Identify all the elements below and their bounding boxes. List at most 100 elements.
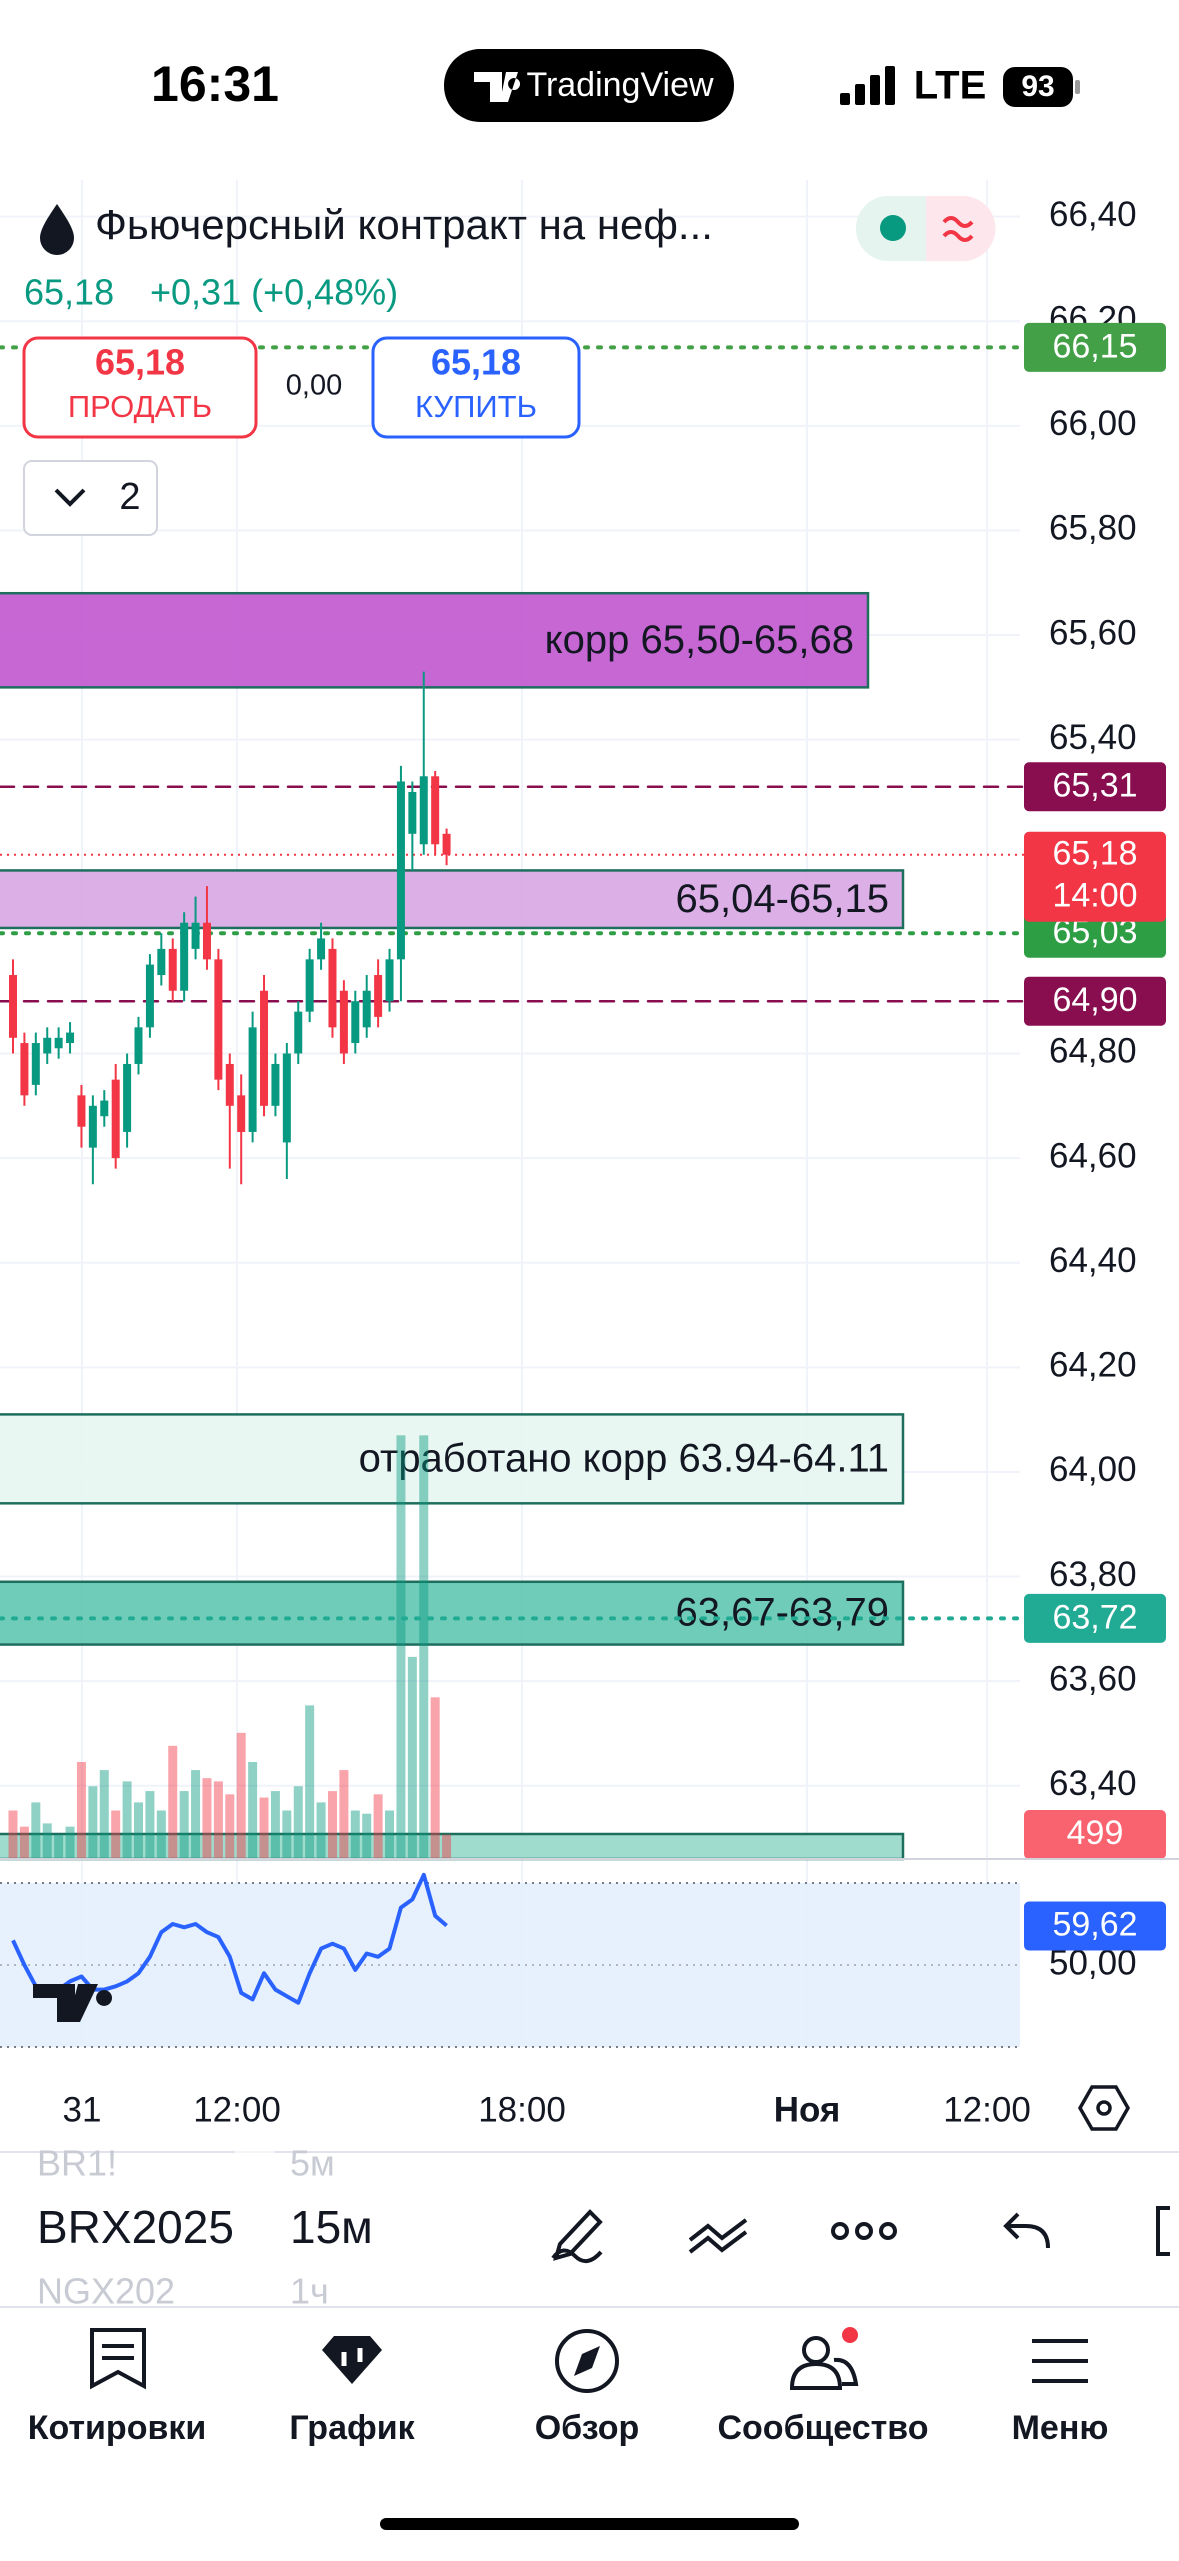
volume-bar xyxy=(362,1813,372,1859)
symbol-header: Фьючерсный контракт на неф... 65,18 +0,3… xyxy=(24,196,996,313)
candle-body xyxy=(111,1079,120,1159)
volume-bar xyxy=(42,1823,52,1859)
volume-bar xyxy=(111,1810,121,1859)
zone xyxy=(0,1413,905,1505)
candle-body xyxy=(260,990,269,1106)
symbol-current[interactable]: BRX2025 xyxy=(37,2201,234,2253)
symbol-icon xyxy=(40,204,74,255)
y-tick-label: 65,80 xyxy=(1049,509,1137,548)
volume-bar xyxy=(385,1810,395,1859)
volume-bar xyxy=(225,1794,235,1859)
tab-icon xyxy=(322,2336,382,2384)
tv-logo xyxy=(33,1984,113,2022)
candle-body xyxy=(123,1063,132,1132)
candle-body xyxy=(9,975,17,1038)
layers-button[interactable] xyxy=(23,460,158,536)
price-line-label-box xyxy=(1024,322,1166,372)
battery xyxy=(1003,67,1073,107)
last-price-box xyxy=(1024,831,1166,922)
volume-bar xyxy=(145,1791,155,1859)
tab-icon xyxy=(555,2329,619,2393)
y-tick-label: 66,40 xyxy=(1049,195,1137,234)
toggle-dot xyxy=(880,215,906,241)
symbol-option[interactable]: NGX202 xyxy=(37,2271,175,2312)
x-tick-label: 18:00 xyxy=(478,2090,566,2129)
tab[interactable]: Меню xyxy=(1012,2409,1109,2447)
sell-button[interactable] xyxy=(22,336,258,439)
tab[interactable]: Котировки xyxy=(28,2409,207,2447)
battery-level: 93 xyxy=(1021,70,1054,103)
candle-body xyxy=(237,1095,246,1132)
volume-bar xyxy=(396,1435,406,1859)
tab-bar: Котировки График Обзор Сообщество Меню xyxy=(28,2327,1109,2447)
app-logo xyxy=(474,72,521,102)
candle-body xyxy=(419,776,428,845)
zone xyxy=(0,869,905,930)
draw-icon[interactable] xyxy=(551,2209,603,2264)
volume-bar xyxy=(191,1770,201,1859)
candle-body xyxy=(168,948,177,991)
tab[interactable]: Обзор xyxy=(535,2409,640,2447)
volume-bar xyxy=(305,1705,315,1859)
layers-count: 2 xyxy=(119,476,140,518)
y-tick-label: 64,80 xyxy=(1049,1032,1137,1071)
volume-bar xyxy=(282,1810,292,1859)
rsi-line xyxy=(11,1872,448,2005)
sell-label: ПРОДАТЬ xyxy=(68,389,212,424)
candle-body xyxy=(385,959,394,1002)
volume-label-box xyxy=(1024,1810,1166,1859)
volume-bar xyxy=(202,1778,212,1859)
undo-icon[interactable] xyxy=(1003,2212,1050,2249)
trend-icon[interactable] xyxy=(688,2218,748,2254)
settings-icon[interactable] xyxy=(1077,2085,1131,2131)
candle-body xyxy=(134,1027,143,1064)
zone-label: 63,67-63,79 xyxy=(675,1591,889,1635)
candle-body xyxy=(202,922,211,960)
candle-body xyxy=(66,1032,75,1044)
candle-body xyxy=(271,1063,280,1106)
candle-body xyxy=(248,1027,257,1132)
zone xyxy=(0,591,870,689)
symbol-title[interactable]: Фьючерсный контракт на неф... xyxy=(95,201,713,248)
candle-body xyxy=(362,990,371,1028)
last-price: 65,18 xyxy=(24,272,114,313)
tab[interactable]: Сообщество xyxy=(717,2409,928,2447)
volume-bar xyxy=(65,1826,75,1859)
signal-icon xyxy=(840,66,895,105)
buy-label: КУПИТЬ xyxy=(415,389,537,424)
y-tick-label: 63,60 xyxy=(1049,1659,1137,1698)
candle-body xyxy=(294,1011,303,1054)
app-name: TradingView xyxy=(526,66,714,104)
y-tick-label: 64,20 xyxy=(1049,1346,1137,1385)
buy-price: 65,18 xyxy=(431,342,521,383)
volume-bar xyxy=(316,1802,326,1859)
candle-body xyxy=(317,938,326,960)
candle-body xyxy=(408,791,417,834)
volume-bar xyxy=(76,1761,86,1859)
chevron xyxy=(54,488,86,507)
y-tick-label: 64,00 xyxy=(1049,1450,1137,1489)
candle-body xyxy=(396,781,405,960)
sell-price: 65,18 xyxy=(95,342,185,383)
tab[interactable]: График xyxy=(289,2409,415,2447)
fade xyxy=(235,2150,275,2310)
volume-bar xyxy=(156,1810,166,1859)
fullscreen-icon[interactable] xyxy=(1156,2206,1170,2256)
tab-icon xyxy=(1032,2339,1088,2383)
rsi-background xyxy=(0,1883,1020,2047)
candle-body xyxy=(225,1063,234,1106)
x-tick-label: 12:00 xyxy=(943,2090,1031,2129)
interval-option[interactable]: 1ч xyxy=(290,2271,329,2312)
symbol-option[interactable]: BR1! xyxy=(37,2143,117,2184)
interval-option[interactable]: 5м xyxy=(290,2143,335,2184)
candle-body xyxy=(100,1100,109,1117)
interval-current[interactable]: 15м xyxy=(290,2201,373,2253)
tab-icon-detail xyxy=(789,2357,859,2390)
status-bar: 16:31 TradingView LTE 93 xyxy=(151,49,1080,122)
candle-body xyxy=(157,948,166,976)
more-icon[interactable] xyxy=(831,2222,897,2240)
x-tick-label: 31 xyxy=(63,2090,102,2129)
volume-bar xyxy=(419,1435,429,1859)
buy-button[interactable] xyxy=(371,336,581,439)
volume-bar xyxy=(179,1791,189,1859)
